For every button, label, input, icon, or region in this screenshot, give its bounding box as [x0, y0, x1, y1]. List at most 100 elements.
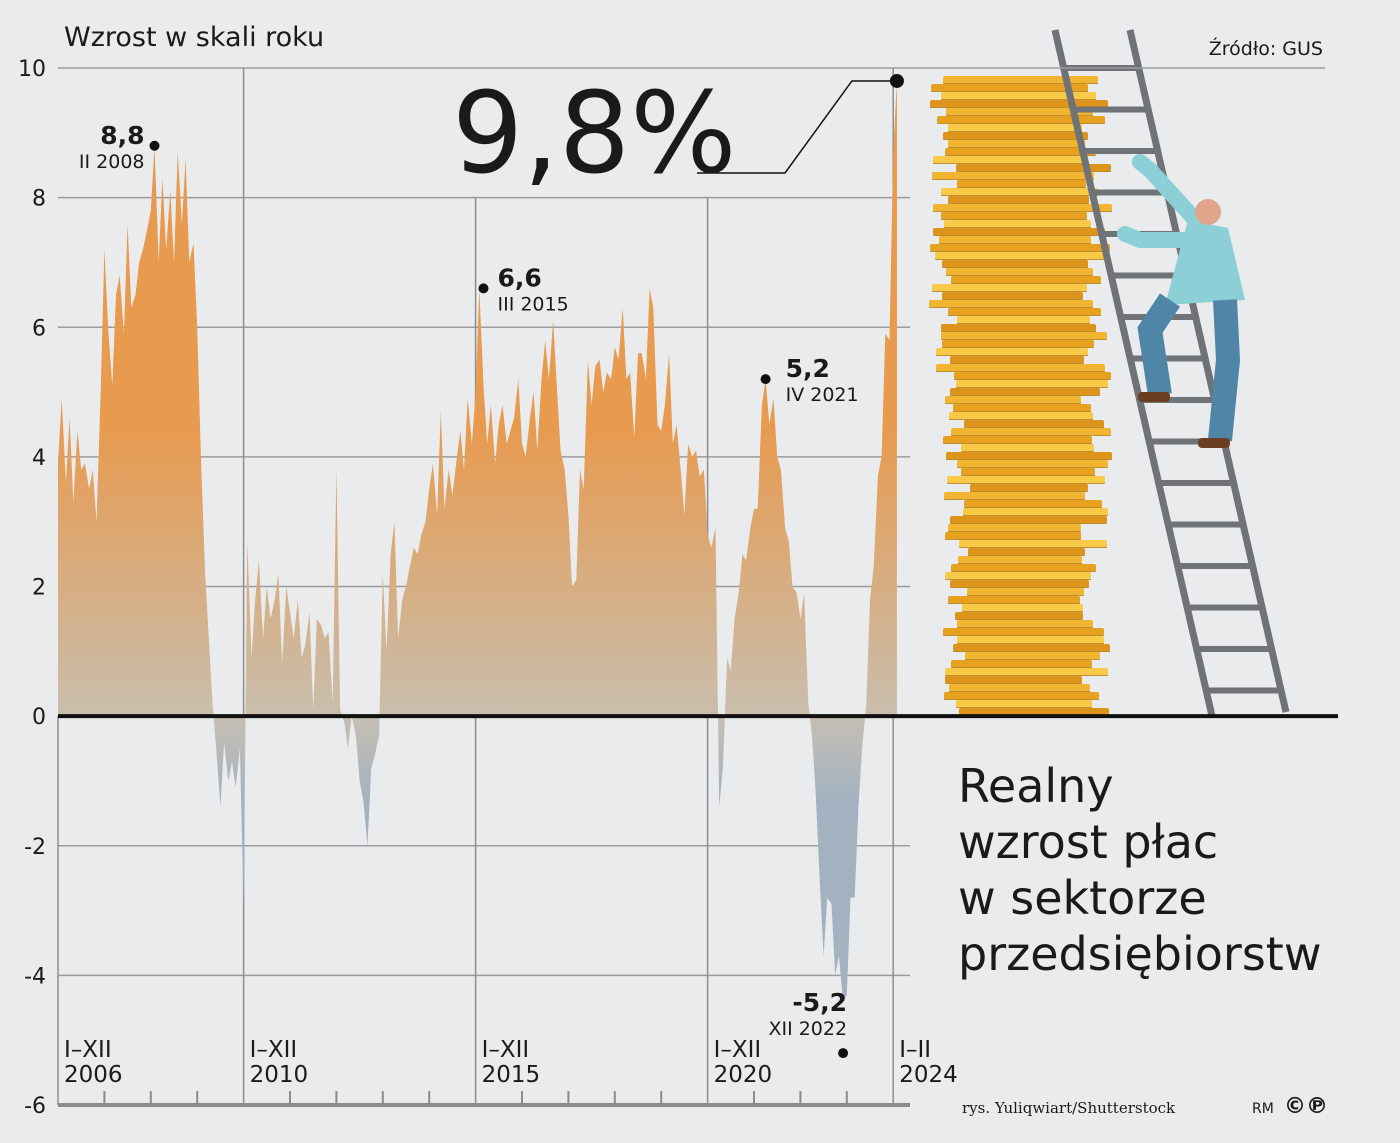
- coin-row: [945, 676, 1082, 684]
- coin-row: [937, 116, 1105, 124]
- headline-value: 9,8%: [452, 69, 737, 199]
- coin-row: [929, 300, 1093, 308]
- title-line: Realny: [958, 759, 1114, 813]
- coin-row: [944, 692, 1099, 700]
- annotation-value: 8,8: [100, 121, 144, 150]
- coin-row: [948, 140, 1085, 148]
- coin-row: [953, 404, 1091, 412]
- coin-row: [958, 556, 1082, 564]
- x-tick-label: I–II 2024: [899, 1037, 958, 1088]
- coin-row: [936, 364, 1105, 372]
- coin-row: [941, 332, 1107, 340]
- coin-row: [945, 668, 1108, 676]
- y-tick-label: 2: [32, 576, 46, 601]
- coin-row: [943, 436, 1092, 444]
- coin-row: [946, 452, 1112, 460]
- coin-row: [933, 156, 1082, 164]
- annotation-date: XII 2022: [768, 1018, 847, 1040]
- coin-row: [930, 100, 1108, 108]
- x-tick-label: I–XII 2010: [250, 1037, 309, 1088]
- y-tick-label: 6: [32, 316, 46, 341]
- coin-row: [968, 548, 1085, 556]
- annotation-date: IV 2021: [786, 384, 859, 406]
- coin-row: [954, 372, 1111, 380]
- ladder-rail: [1126, 29, 1290, 713]
- coin-row: [941, 92, 1096, 100]
- y-tick-label: 0: [32, 705, 46, 730]
- coin-row: [945, 572, 1091, 580]
- coin-row: [956, 380, 1108, 388]
- coin-row: [948, 596, 1080, 604]
- coin-row: [961, 444, 1094, 452]
- coin-row: [936, 348, 1088, 356]
- y-tick-label: 8: [32, 187, 46, 212]
- title-line: przedsiębiorstw: [958, 927, 1321, 981]
- coin-row: [950, 356, 1084, 364]
- coin-row: [946, 268, 1093, 276]
- coin-row: [951, 428, 1111, 436]
- annotation-dot: [838, 1048, 849, 1059]
- coin-row: [957, 460, 1108, 468]
- coin-row: [964, 420, 1104, 428]
- coin-row: [933, 228, 1105, 236]
- coin-row: [962, 604, 1083, 612]
- coin-row: [944, 220, 1091, 228]
- coin-row: [944, 492, 1085, 500]
- ladder-rail: [1051, 29, 1216, 717]
- x-tick-label: I–XII 2020: [714, 1037, 773, 1088]
- area-positive: [58, 81, 897, 716]
- coin-row: [932, 172, 1094, 180]
- annotation-value: 5,2: [786, 354, 830, 383]
- coin-row: [933, 204, 1112, 212]
- coin-row: [942, 340, 1094, 348]
- coin-row: [945, 396, 1081, 404]
- x-tick-label: I–XII 2015: [482, 1037, 541, 1088]
- coin-row: [949, 412, 1093, 420]
- coin-row: [955, 612, 1083, 620]
- coin-row: [948, 308, 1101, 316]
- coin-row: [948, 196, 1089, 204]
- figure-leg: [1137, 293, 1180, 397]
- coin-row: [957, 316, 1090, 324]
- y-tick-label: -2: [24, 835, 46, 860]
- x-tick-label: I–XII 2006: [64, 1037, 123, 1088]
- area-negative: [58, 716, 897, 1002]
- coin-row: [948, 524, 1081, 532]
- coin-row: [959, 708, 1109, 716]
- coin-row: [951, 564, 1096, 572]
- coin-row: [932, 284, 1087, 292]
- coin-row: [945, 148, 1096, 156]
- coin-row: [942, 260, 1088, 268]
- coin-row: [970, 484, 1088, 492]
- coin-row: [941, 188, 1098, 196]
- illustration: [929, 29, 1290, 717]
- y-axis-label: Wzrost w skali roku: [64, 22, 324, 53]
- figure-arm: [1117, 226, 1208, 248]
- figure-leg: [1208, 299, 1241, 442]
- coin-row: [967, 588, 1084, 596]
- coin-row: [950, 580, 1089, 588]
- annotation-dot: [149, 140, 160, 151]
- copyright: ©℗: [1284, 1094, 1328, 1119]
- coin-row: [948, 124, 1082, 132]
- coin-row: [956, 164, 1111, 172]
- coin-row: [957, 636, 1104, 644]
- coin-row: [943, 132, 1088, 140]
- annotation-dot: [478, 283, 489, 294]
- figure-arm: [1132, 154, 1208, 233]
- source: Źródło: GUS: [1209, 37, 1323, 60]
- title-line: w sektorze: [958, 871, 1207, 925]
- title-line: wzrost płac: [958, 815, 1218, 869]
- coin-row: [939, 236, 1091, 244]
- annotation-date: II 2008: [79, 151, 145, 173]
- coin-row: [959, 540, 1107, 548]
- coin-row: [957, 180, 1086, 188]
- coin-row: [947, 476, 1105, 484]
- figure-head: [1195, 199, 1221, 225]
- coin-row: [965, 652, 1100, 660]
- coin-row: [964, 500, 1102, 508]
- y-tick-label: 10: [18, 57, 46, 82]
- coin-row: [943, 628, 1104, 636]
- coin-row: [951, 276, 1101, 284]
